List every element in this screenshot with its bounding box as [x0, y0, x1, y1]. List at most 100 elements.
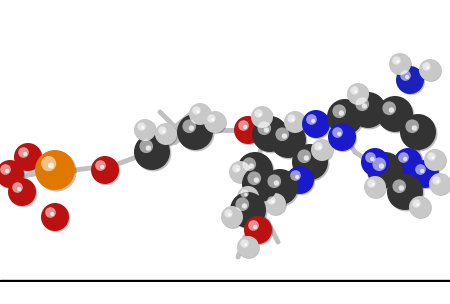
- Circle shape: [244, 216, 272, 244]
- Circle shape: [422, 62, 431, 71]
- Circle shape: [287, 114, 296, 123]
- Circle shape: [192, 106, 201, 115]
- Circle shape: [190, 104, 212, 126]
- Circle shape: [9, 179, 37, 207]
- Circle shape: [234, 116, 262, 144]
- Circle shape: [262, 169, 298, 205]
- Circle shape: [412, 125, 417, 131]
- Circle shape: [0, 164, 11, 175]
- Circle shape: [348, 84, 370, 106]
- Circle shape: [140, 140, 153, 153]
- Circle shape: [420, 60, 442, 82]
- Circle shape: [248, 220, 259, 231]
- Circle shape: [405, 75, 410, 79]
- Circle shape: [429, 173, 450, 195]
- Circle shape: [295, 175, 299, 179]
- Circle shape: [235, 197, 249, 211]
- Circle shape: [389, 107, 394, 113]
- Circle shape: [134, 119, 156, 141]
- Circle shape: [230, 192, 266, 228]
- Circle shape: [282, 133, 287, 139]
- Circle shape: [237, 236, 259, 258]
- Circle shape: [254, 109, 263, 118]
- Circle shape: [5, 169, 9, 173]
- Circle shape: [424, 149, 446, 171]
- Circle shape: [240, 239, 249, 248]
- Circle shape: [230, 162, 252, 184]
- Circle shape: [369, 154, 405, 189]
- Circle shape: [420, 169, 424, 173]
- Circle shape: [50, 212, 54, 216]
- Circle shape: [0, 160, 24, 188]
- Circle shape: [373, 157, 386, 171]
- Circle shape: [251, 106, 273, 128]
- Circle shape: [245, 217, 273, 245]
- Circle shape: [237, 186, 259, 208]
- Circle shape: [428, 152, 436, 161]
- Circle shape: [41, 203, 69, 231]
- Circle shape: [253, 117, 289, 154]
- Circle shape: [410, 197, 432, 219]
- Circle shape: [155, 123, 177, 145]
- Circle shape: [237, 152, 273, 188]
- Circle shape: [350, 92, 386, 128]
- Circle shape: [204, 111, 226, 133]
- Circle shape: [401, 116, 437, 151]
- Circle shape: [267, 174, 281, 188]
- Circle shape: [311, 119, 315, 123]
- Circle shape: [292, 144, 328, 180]
- Circle shape: [285, 112, 307, 134]
- Circle shape: [318, 146, 321, 149]
- Circle shape: [365, 177, 387, 199]
- Circle shape: [264, 127, 269, 133]
- Circle shape: [222, 207, 244, 229]
- Circle shape: [265, 194, 287, 216]
- Circle shape: [141, 126, 144, 129]
- Circle shape: [35, 150, 75, 190]
- Circle shape: [409, 196, 431, 218]
- Circle shape: [311, 139, 333, 161]
- Circle shape: [388, 175, 424, 212]
- Circle shape: [17, 187, 21, 191]
- Circle shape: [378, 98, 414, 133]
- Circle shape: [270, 122, 306, 158]
- Circle shape: [411, 160, 439, 188]
- Circle shape: [95, 160, 106, 171]
- Circle shape: [221, 206, 243, 228]
- Circle shape: [397, 67, 425, 95]
- Circle shape: [328, 100, 364, 136]
- Circle shape: [248, 171, 261, 185]
- Circle shape: [14, 143, 42, 171]
- Circle shape: [312, 140, 334, 162]
- Circle shape: [15, 144, 43, 172]
- Circle shape: [286, 166, 314, 194]
- Circle shape: [100, 165, 104, 169]
- Circle shape: [244, 193, 248, 196]
- Circle shape: [271, 123, 307, 159]
- Circle shape: [367, 152, 403, 188]
- Circle shape: [211, 118, 215, 121]
- Circle shape: [304, 155, 309, 161]
- Circle shape: [189, 125, 194, 131]
- Circle shape: [303, 111, 331, 139]
- Circle shape: [351, 93, 387, 130]
- Circle shape: [337, 132, 341, 136]
- Circle shape: [400, 114, 436, 150]
- Circle shape: [236, 168, 239, 171]
- Circle shape: [91, 156, 119, 184]
- Circle shape: [189, 103, 211, 125]
- Circle shape: [238, 154, 274, 189]
- Circle shape: [244, 243, 248, 246]
- Circle shape: [134, 134, 170, 170]
- Circle shape: [252, 107, 274, 129]
- Circle shape: [45, 207, 56, 218]
- Circle shape: [387, 174, 423, 210]
- Circle shape: [242, 203, 247, 209]
- Circle shape: [258, 113, 261, 116]
- Circle shape: [329, 124, 357, 152]
- Circle shape: [327, 99, 363, 135]
- Circle shape: [362, 103, 367, 109]
- Circle shape: [207, 114, 216, 123]
- Circle shape: [177, 114, 213, 150]
- Circle shape: [395, 149, 423, 177]
